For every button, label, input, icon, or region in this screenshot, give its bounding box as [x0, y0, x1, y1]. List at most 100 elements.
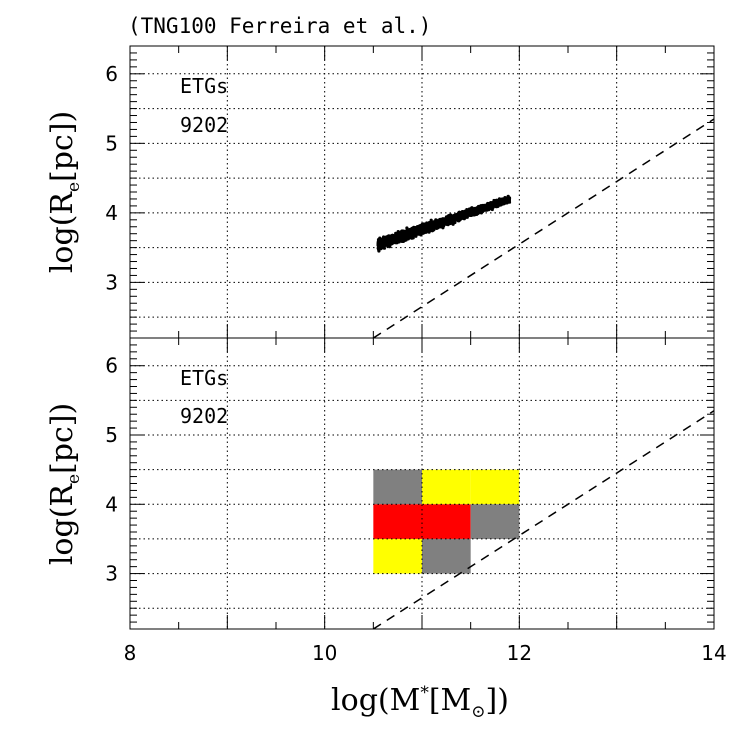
bottom-y-tick-labels: 3 4 5 6: [105, 354, 118, 586]
top-panel: ETGs 9202: [129, 45, 715, 339]
bottom-heatmap-cells: [373, 469, 520, 574]
x-axis-label: log(M*[M⊙]): [331, 683, 509, 722]
scatter-point: [487, 204, 491, 208]
heatmap-cell-0: [373, 469, 422, 505]
top-data-layer: [376, 194, 512, 253]
scatter-point: [401, 233, 405, 237]
scatter-point: [377, 249, 381, 253]
scatter-point: [452, 217, 456, 221]
scatter-point: [456, 212, 460, 216]
scatter-point: [386, 243, 390, 247]
scatter-point: [472, 209, 476, 213]
bottom-panel: ETGs 9202: [129, 337, 715, 630]
x-tick-label: 8: [124, 641, 137, 665]
scatter-point: [421, 227, 425, 231]
bottom-legend-count: 9202: [180, 404, 228, 428]
scatter-point: [417, 225, 421, 229]
scatter-point: [461, 214, 466, 218]
bottom-legend-sample: ETGs: [180, 366, 228, 390]
top-reference-line: [372, 118, 715, 339]
scatter-point: [481, 204, 485, 208]
scatter-point: [506, 197, 510, 201]
heatmap-cell-7: [422, 538, 471, 574]
x-tick-label: 10: [312, 641, 337, 665]
scatter-point: [416, 232, 420, 236]
top-grid: [130, 46, 714, 338]
scatter-point: [430, 223, 434, 227]
scatter-point: [486, 207, 491, 211]
scatter-point: [408, 227, 412, 232]
heatmap-cell-2: [470, 469, 520, 505]
x-tick-label: 14: [701, 641, 726, 665]
scatter-point: [408, 233, 412, 237]
scatter-point: [403, 238, 407, 243]
heatmap-cell-5: [470, 504, 520, 539]
y-tick-label: 3: [105, 562, 118, 586]
scatter-point: [385, 240, 389, 244]
scatter-points: [376, 194, 512, 253]
bottom-frame: [129, 337, 715, 630]
x-tick-label: 12: [507, 641, 532, 665]
bottom-reference-line: [372, 410, 715, 630]
scatter-point: [475, 207, 480, 211]
scatter-point: [448, 216, 452, 220]
scatter-point: [387, 234, 391, 238]
scatter-point: [382, 237, 386, 241]
figure-title: (TNG100 Ferreira et al.): [128, 14, 431, 38]
scatter-point: [438, 219, 442, 223]
scatter-point: [426, 225, 430, 230]
scatter-point: [427, 230, 431, 234]
scatter-point: [498, 201, 502, 205]
heatmap-cell-6: [373, 538, 422, 574]
bottom-ticks: [129, 337, 715, 629]
scatter-point: [491, 204, 496, 208]
scatter-point: [429, 218, 433, 222]
top-legend-sample: ETGs: [180, 74, 228, 98]
y-tick-label: 4: [105, 492, 118, 516]
top-y-tick-labels: 3 4 5 6: [105, 62, 118, 295]
scatter-point: [389, 237, 393, 241]
heatmap-cell-1: [422, 469, 471, 505]
scatter-point: [455, 218, 459, 222]
scatter-point: [382, 241, 386, 245]
y-tick-label: 5: [105, 131, 118, 155]
scatter-point: [406, 235, 410, 239]
scatter-point: [377, 242, 382, 246]
scatter-point: [422, 224, 426, 228]
scatter-point: [446, 223, 450, 227]
scatter-point: [478, 207, 482, 211]
heatmap-cell-4: [422, 504, 471, 539]
scatter-point: [462, 211, 466, 215]
scatter-point: [385, 237, 389, 241]
y-tick-label: 3: [105, 270, 118, 294]
bottom-grid: [130, 338, 714, 629]
scatter-point: [452, 214, 456, 218]
scatter-point: [441, 220, 445, 224]
scatter-point: [378, 239, 382, 243]
bottom-y-axis-label: log(Re[pc]): [45, 403, 84, 565]
scatter-point: [411, 236, 415, 240]
scatter-point: [413, 226, 417, 230]
scatter-point: [500, 197, 504, 201]
scatter-point: [411, 231, 415, 235]
top-y-axis-label: log(Re[pc]): [45, 111, 84, 273]
scatter-point: [401, 236, 405, 240]
x-tick-labels: 8 10 12 14: [124, 641, 727, 665]
top-legend-count: 9202: [180, 113, 228, 137]
scatter-point: [503, 199, 507, 203]
y-tick-label: 4: [105, 201, 118, 225]
scatter-point: [489, 201, 493, 205]
y-tick-label: 6: [105, 62, 118, 86]
scatter-point: [418, 229, 422, 233]
scatter-point: [458, 215, 462, 219]
scatter-point: [397, 235, 401, 240]
scatter-point: [433, 222, 438, 226]
scatter-point: [394, 239, 398, 243]
scatter-point: [405, 230, 409, 235]
scatter-point: [391, 234, 396, 238]
y-tick-label: 5: [105, 423, 118, 447]
scatter-point: [382, 235, 386, 239]
y-tick-label: 6: [105, 354, 118, 378]
scatter-point: [497, 197, 502, 201]
